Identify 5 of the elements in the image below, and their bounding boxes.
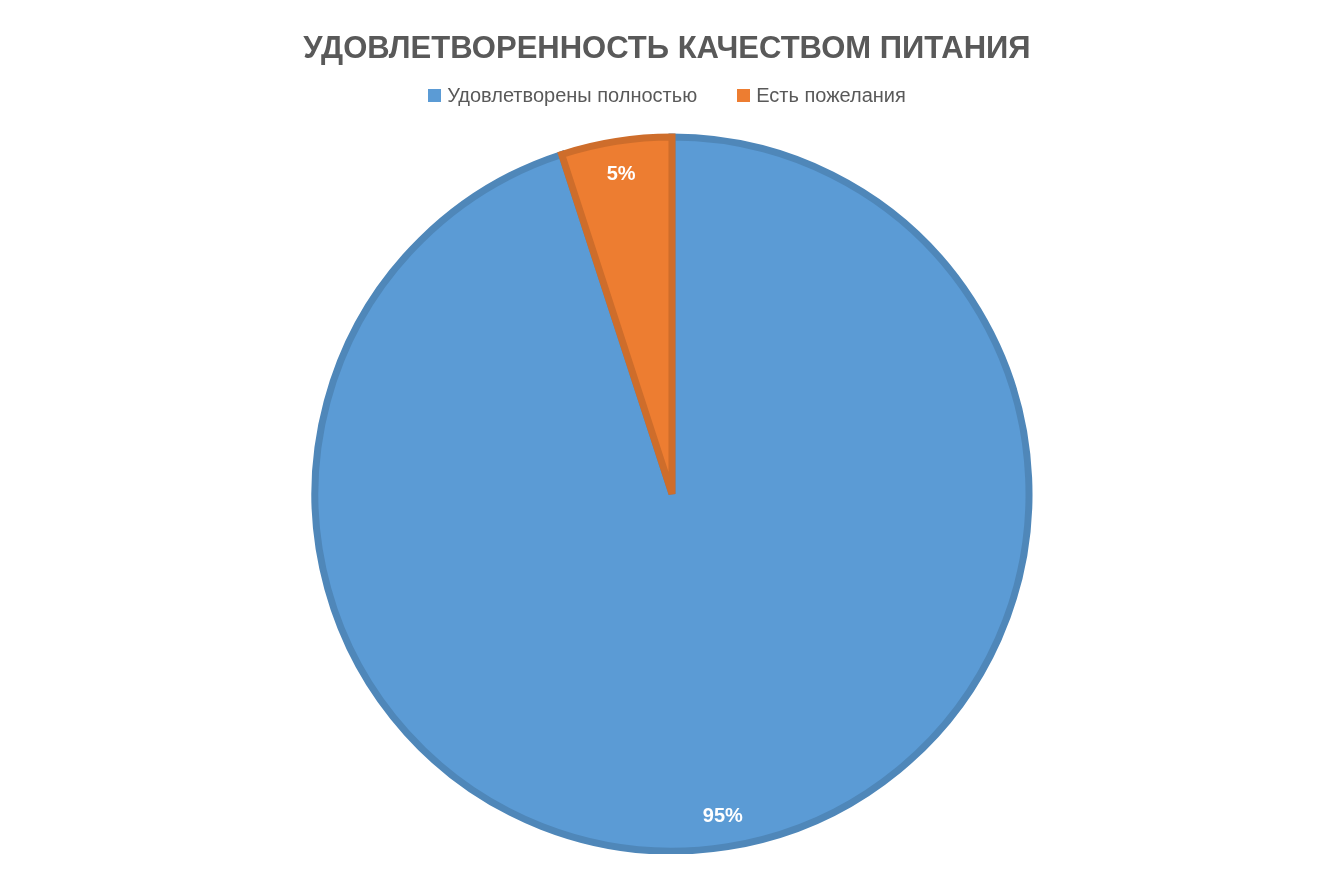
legend-label: Удовлетворены полностью [447, 83, 698, 107]
legend-label: Есть пожелания [756, 83, 906, 107]
data-label: 5% [606, 162, 636, 185]
chart-title: УДОВЛЕТВОРЕННОСТЬ КАЧЕСТВОМ ПИТАНИЯ [302, 29, 1032, 67]
data-label: 95% [702, 803, 744, 826]
